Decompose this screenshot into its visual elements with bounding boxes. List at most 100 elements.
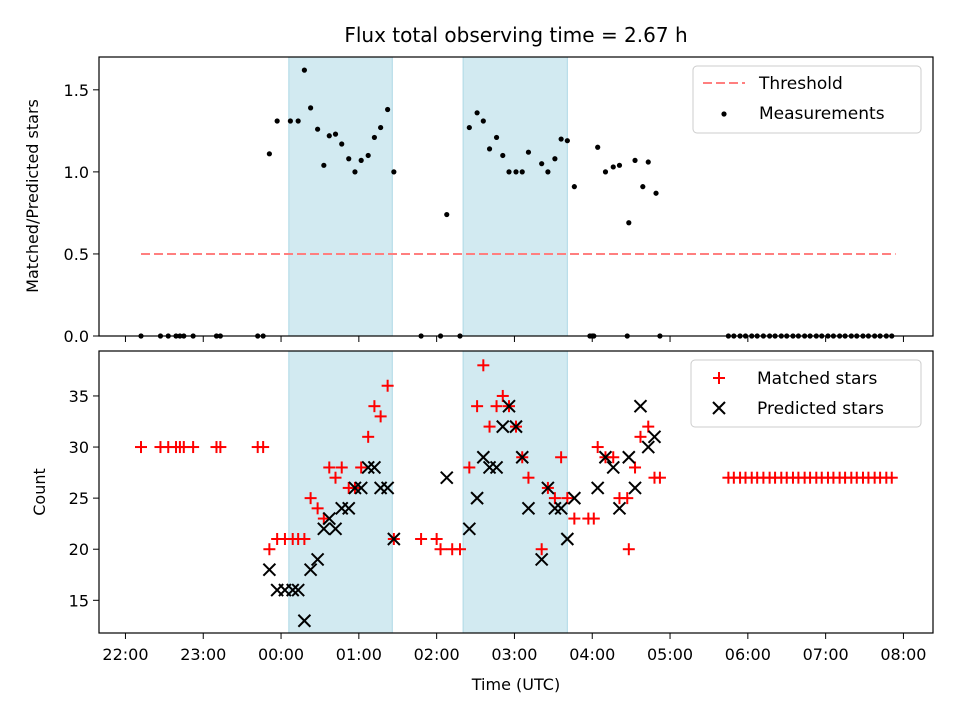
matched-star-point: [257, 441, 270, 454]
count-shaded-span: [462, 350, 568, 634]
measurement-point: [493, 134, 500, 141]
measurement-point: [645, 159, 651, 165]
count-shaded-span: [288, 350, 393, 634]
xtick-label: 22:00: [102, 645, 148, 664]
matched-star-point: [434, 543, 447, 556]
matched-star-point: [362, 430, 375, 443]
matched-star-point: [561, 492, 574, 505]
predicted-legend-swatch: [712, 401, 726, 415]
measurement-point: [653, 190, 659, 196]
count-ytick-label: 35: [69, 387, 89, 406]
ratio-shaded-span: [288, 56, 393, 337]
predicted-star-point: [534, 552, 549, 567]
predicted-star-point: [628, 481, 642, 495]
measurement-point: [539, 161, 545, 167]
measurement-point: [480, 118, 486, 124]
measurement-point: [552, 156, 558, 162]
measurement-point: [315, 126, 321, 132]
measurement-point: [602, 169, 609, 175]
measurement-point: [385, 106, 391, 113]
xtick-label: 00:00: [258, 645, 304, 664]
measurement-point: [266, 151, 272, 157]
predicted-star-point: [496, 419, 510, 434]
ratio-plot: 0.0 0.5 1.0 1.5 Matched/Predicted stars Thr…: [23, 56, 934, 346]
measurement-point: [545, 169, 551, 175]
predicted-star-point: [509, 419, 523, 434]
measurement-point: [486, 146, 493, 152]
legend-matched-label: Matched stars: [757, 369, 877, 389]
predicted-star-point: [291, 583, 305, 597]
predicted-star-point: [380, 481, 395, 495]
predicted-star-point: [297, 614, 312, 628]
predicted-star-point: [470, 491, 484, 505]
count-ytick-label: 20: [69, 540, 89, 559]
predicted-star-point: [590, 481, 605, 495]
predicted-star-point: [367, 460, 382, 475]
matched-star-point: [490, 400, 503, 413]
ratio-plot-legend: Threshold Measurements: [692, 65, 922, 134]
measurement-point: [378, 124, 384, 131]
measurement-point: [595, 144, 601, 150]
predicted-star-point: [342, 501, 356, 516]
measurement-point: [346, 156, 352, 162]
matched-star-point: [355, 461, 368, 474]
predicted-star-point: [317, 522, 331, 536]
legend-predicted-label: Predicted stars: [757, 399, 884, 419]
ratio-ytick-label: 1.0: [64, 163, 89, 182]
chart-title: Flux total observing time = 2.67 h: [344, 23, 687, 47]
count-plot: 15 20 25 30 35 22:00 23:00 00:00 01:00 02:00 03:0…: [30, 350, 934, 694]
measurement-point: [558, 136, 564, 142]
ratio-ytick-label: 0.5: [64, 245, 89, 264]
predicted-star-point: [303, 562, 318, 577]
measurement-point: [571, 184, 577, 190]
matched-star-point: [335, 461, 348, 474]
matched-star-point: [587, 512, 600, 525]
matched-star-point: [304, 492, 317, 505]
predicted-star-point: [521, 501, 536, 516]
measurement-point: [365, 152, 371, 159]
predicted-star-point: [560, 532, 575, 546]
matched-legend-swatch: [713, 372, 725, 384]
count-plot-ylabel: Count: [30, 468, 49, 516]
count-plot-frame: [98, 350, 934, 634]
count-plot-xlabel: Time (UTC): [471, 675, 560, 694]
predicted-star-point: [489, 460, 504, 475]
matched-star-point: [374, 410, 387, 423]
predicted-star-point: [548, 501, 562, 516]
matched-star-point: [381, 379, 394, 392]
predicted-star-point: [322, 511, 336, 526]
predicted-star-point: [633, 399, 648, 413]
matched-star-point: [535, 543, 548, 556]
measurement-point: [287, 118, 293, 124]
matched-star-point: [591, 441, 604, 454]
predicted-star-point: [502, 399, 516, 413]
count-plot-legend: Matched stars Predicted stars: [690, 359, 922, 428]
predicted-star-point: [286, 583, 300, 597]
measurement-point: [326, 133, 332, 139]
count-ytick-label: 15: [69, 591, 89, 610]
measurement-point: [444, 211, 450, 218]
measurement-point: [339, 141, 345, 147]
predicted-star-point: [598, 450, 613, 464]
xtick-label: 08:00: [880, 645, 926, 664]
xtick-label: 23:00: [180, 645, 226, 664]
matched-star-point: [885, 471, 898, 484]
predicted-star-point: [354, 481, 368, 495]
measurement-point: [274, 118, 280, 124]
measurement-point: [506, 169, 512, 175]
predicted-star-point: [348, 481, 362, 495]
predicted-star-point: [647, 430, 662, 444]
matched-star-point: [368, 400, 381, 413]
matched-star-point: [323, 461, 336, 474]
measurement-point: [391, 169, 397, 175]
matched-star-point: [522, 471, 535, 484]
count-ytick-label: 25: [69, 489, 89, 508]
matched-star-point: [496, 389, 509, 402]
predicted-star-point: [554, 501, 568, 516]
measurement-point: [640, 184, 646, 190]
xtick-label: 01:00: [336, 645, 382, 664]
matched-star-point: [453, 543, 466, 556]
matched-star-point: [135, 441, 148, 454]
measurement-point: [616, 162, 623, 168]
